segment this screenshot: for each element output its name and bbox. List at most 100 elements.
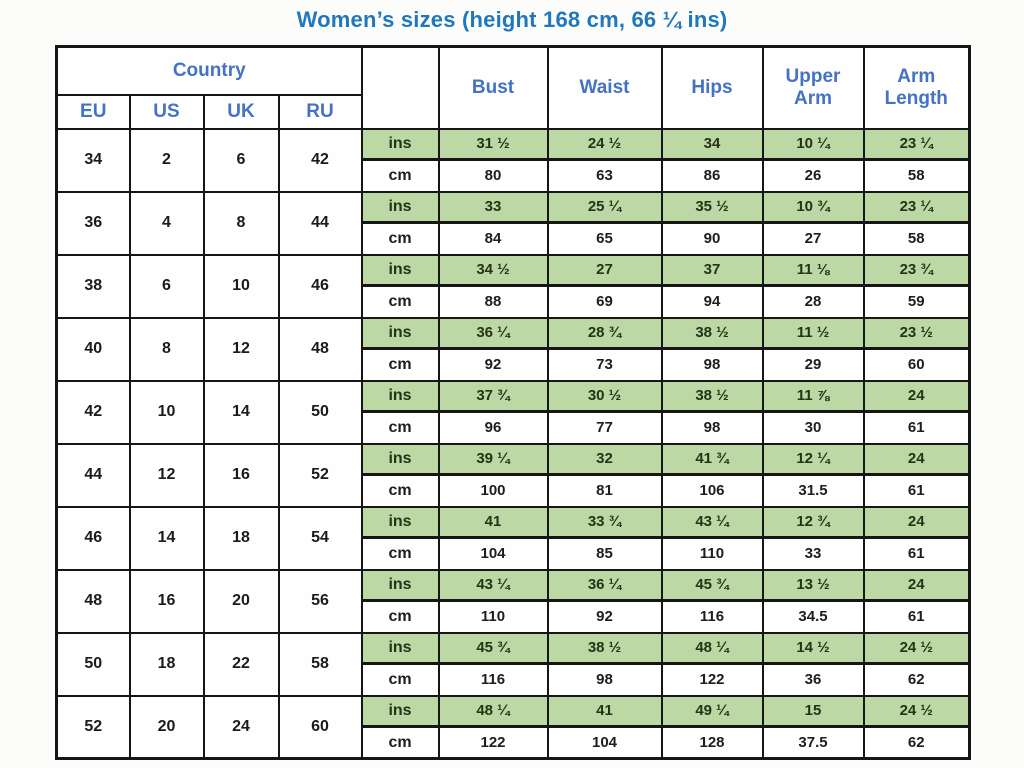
cm-value: 116: [437, 662, 549, 697]
size-row-44-cm: cm 100 81 106 31.5 61: [57, 473, 971, 508]
cm-value: 29: [761, 347, 865, 382]
unit-label-ins: ins: [360, 505, 440, 539]
cm-value: 84: [437, 221, 549, 256]
size-row-42-ins: 42 10 14 50 ins 37 ¾ 30 ½ 38 ½ 11 ⅞ 24: [55, 379, 971, 445]
cm-value: 104: [437, 536, 549, 571]
size-cell-us: 10: [128, 379, 205, 445]
header-arm-length: Arm Length: [862, 45, 971, 130]
size-cell-eu: 46: [55, 505, 131, 571]
ins-value: 36 ¼: [437, 316, 549, 350]
cm-value: 85: [546, 536, 663, 571]
size-cell-us: 18: [128, 631, 205, 697]
size-cell-ru: 44: [277, 190, 363, 256]
size-cell-eu: 44: [55, 442, 131, 508]
size-row-36-cm: cm 84 65 90 27 58: [57, 221, 971, 256]
size-cell-eu: 38: [55, 253, 131, 319]
ins-value: 41: [546, 694, 663, 728]
cm-value: 100: [437, 473, 549, 508]
ins-value: 37 ¾: [437, 379, 549, 413]
ins-value: 23 ¼: [862, 190, 971, 224]
size-cell-eu: 42: [55, 379, 131, 445]
unit-label-cm: cm: [360, 536, 440, 571]
cm-value: 122: [437, 725, 549, 760]
ins-value: 14 ½: [761, 631, 865, 665]
size-cell-eu: 48: [55, 568, 131, 634]
unit-label-ins: ins: [360, 253, 440, 287]
ins-value: 24: [862, 568, 971, 602]
cm-value: 58: [862, 221, 971, 256]
size-cell-ru: 52: [277, 442, 363, 508]
cm-value: 98: [546, 662, 663, 697]
cm-value: 81: [546, 473, 663, 508]
header-eu: EU: [55, 93, 131, 130]
cm-value: 77: [546, 410, 663, 445]
size-row-38-cm: cm 88 69 94 28 59: [57, 284, 971, 319]
size-row-46-cm: cm 104 85 110 33 61: [57, 536, 971, 571]
cm-value: 94: [660, 284, 764, 319]
size-row-34-cm: cm 80 63 86 26 58: [57, 158, 971, 193]
size-cell-ru: 58: [277, 631, 363, 697]
ins-value: 10 ¾: [761, 190, 865, 224]
ins-value: 49 ¼: [660, 694, 764, 728]
ins-value: 45 ¾: [437, 631, 549, 665]
cm-value: 106: [660, 473, 764, 508]
cm-value: 61: [862, 599, 971, 634]
cm-value: 128: [660, 725, 764, 760]
cm-value: 33: [761, 536, 865, 571]
cm-value: 27: [761, 221, 865, 256]
size-cell-ru: 48: [277, 316, 363, 382]
ins-value: 38 ½: [660, 316, 764, 350]
size-cell-uk: 6: [202, 127, 280, 193]
ins-value: 31 ½: [437, 127, 549, 161]
unit-label-cm: cm: [360, 410, 440, 445]
size-row-40-ins: 40 8 12 48 ins 36 ¼ 28 ¾ 38 ½ 11 ½ 23 ½: [55, 316, 971, 382]
ins-value: 34: [660, 127, 764, 161]
cm-value: 60: [862, 347, 971, 382]
unit-label-cm: cm: [360, 473, 440, 508]
header-unit-empty: [360, 45, 440, 130]
unit-label-cm: cm: [360, 347, 440, 382]
ins-value: 11 ⅞: [761, 379, 865, 413]
cm-value: 61: [862, 473, 971, 508]
size-cell-ru: 42: [277, 127, 363, 193]
ins-value: 45 ¾: [660, 568, 764, 602]
ins-value: 25 ¼: [546, 190, 663, 224]
size-cell-uk: 16: [202, 442, 280, 508]
size-row-46-ins: 46 14 18 54 ins 41 33 ¾ 43 ¼ 12 ¾ 24: [55, 505, 971, 571]
cm-value: 26: [761, 158, 865, 193]
size-cell-eu: 40: [55, 316, 131, 382]
unit-label-cm: cm: [360, 599, 440, 634]
size-cell-us: 16: [128, 568, 205, 634]
ins-value: 36 ¼: [546, 568, 663, 602]
size-cell-eu: 50: [55, 631, 131, 697]
cm-value: 110: [660, 536, 764, 571]
cm-value: 30: [761, 410, 865, 445]
ins-value: 24: [862, 442, 971, 476]
ins-value: 24: [862, 505, 971, 539]
size-cell-eu: 34: [55, 127, 131, 193]
size-cell-ru: 46: [277, 253, 363, 319]
size-cell-eu: 52: [55, 694, 131, 760]
ins-value: 13 ½: [761, 568, 865, 602]
ins-value: 24 ½: [862, 631, 971, 665]
size-cell-ru: 54: [277, 505, 363, 571]
cm-value: 59: [862, 284, 971, 319]
ins-value: 24 ½: [862, 694, 971, 728]
cm-value: 90: [660, 221, 764, 256]
ins-value: 23 ¼: [862, 127, 971, 161]
size-cell-uk: 22: [202, 631, 280, 697]
cm-value: 61: [862, 410, 971, 445]
ins-value: 15: [761, 694, 865, 728]
size-cell-ru: 60: [277, 694, 363, 760]
cm-value: 86: [660, 158, 764, 193]
ins-value: 24 ½: [546, 127, 663, 161]
size-row-44-ins: 44 12 16 52 ins 39 ¼ 32 41 ¾ 12 ¼ 24: [55, 442, 971, 508]
size-cell-uk: 20: [202, 568, 280, 634]
ins-value: 10 ¼: [761, 127, 865, 161]
size-row-48-cm: cm 110 92 116 34.5 61: [57, 599, 971, 634]
header-waist: Waist: [546, 45, 663, 130]
ins-value: 37: [660, 253, 764, 287]
size-cell-uk: 8: [202, 190, 280, 256]
header-country-group: Country: [55, 45, 363, 96]
cm-value: 92: [437, 347, 549, 382]
